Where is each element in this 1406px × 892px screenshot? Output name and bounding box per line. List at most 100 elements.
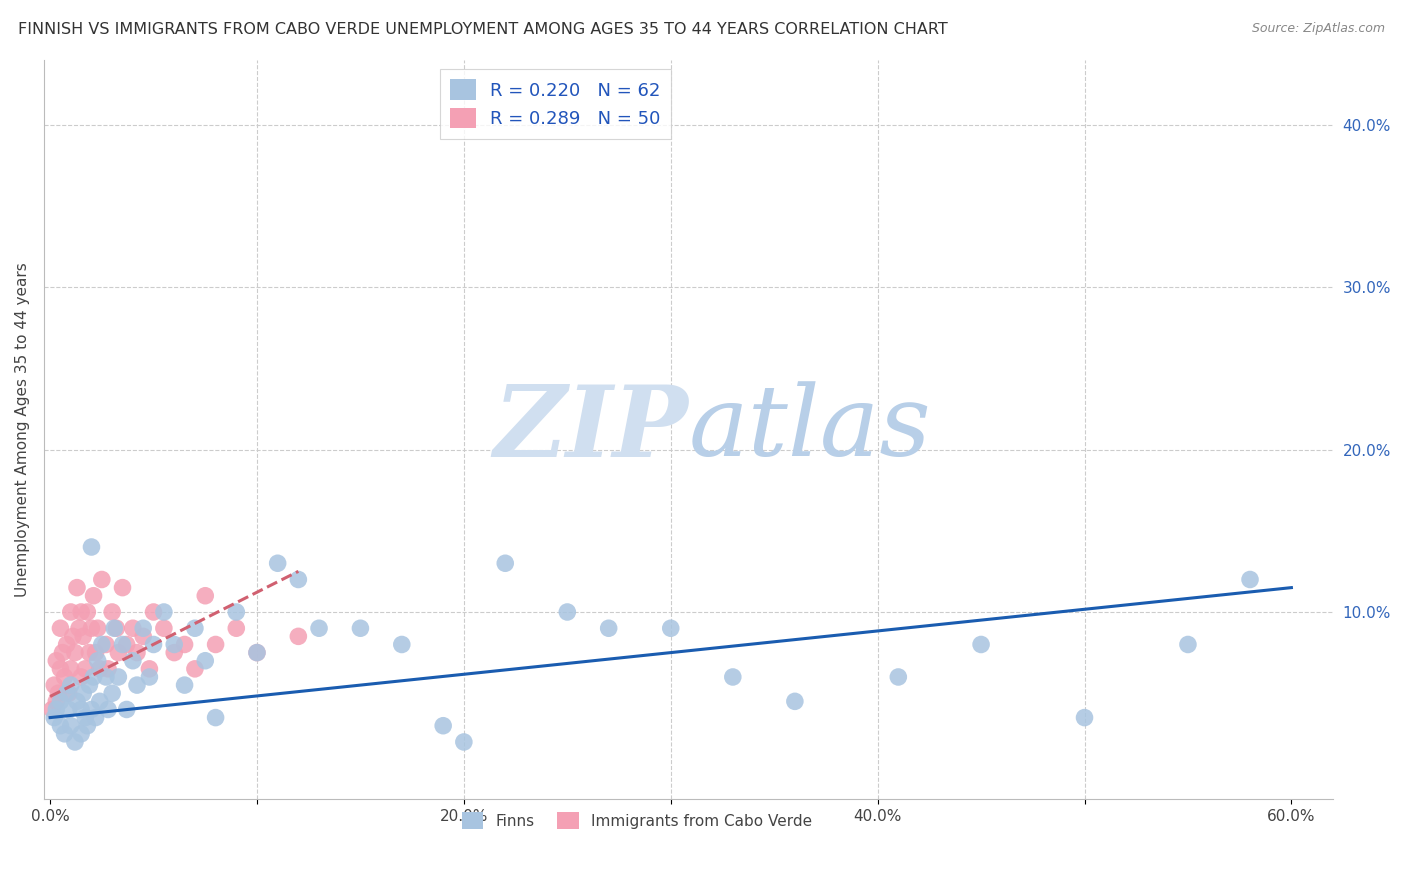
Point: [107, 646, 129, 660]
Point: [59, 719, 82, 733]
Point: [153, 605, 176, 619]
Point: [49, 694, 72, 708]
Point: [75, 710, 97, 724]
Point: [44, 678, 66, 692]
Point: [53, 727, 76, 741]
Point: [125, 646, 148, 660]
Point: [45, 654, 67, 668]
Point: [121, 654, 143, 668]
Point: [132, 629, 155, 643]
Point: [90, 638, 112, 652]
Point: [163, 638, 186, 652]
Point: [163, 646, 186, 660]
Point: [105, 621, 128, 635]
Point: [555, 605, 578, 619]
Point: [80, 540, 103, 554]
Point: [72, 629, 94, 643]
Point: [79, 646, 101, 660]
Point: [70, 702, 93, 716]
Point: [70, 605, 93, 619]
Point: [97, 702, 120, 716]
Point: [115, 638, 138, 652]
Point: [70, 670, 93, 684]
Point: [49, 719, 72, 733]
Point: [721, 670, 744, 684]
Point: [67, 621, 90, 635]
Point: [55, 638, 77, 652]
Point: [598, 621, 620, 635]
Point: [51, 646, 73, 660]
Point: [970, 638, 993, 652]
Point: [111, 638, 134, 652]
Point: [86, 654, 108, 668]
Point: [138, 662, 160, 676]
Point: [173, 678, 195, 692]
Point: [107, 670, 129, 684]
Point: [75, 662, 97, 676]
Point: [142, 638, 165, 652]
Point: [887, 670, 910, 684]
Point: [101, 605, 124, 619]
Point: [90, 573, 112, 587]
Point: [66, 581, 89, 595]
Point: [246, 646, 269, 660]
Point: [80, 621, 103, 635]
Point: [225, 621, 247, 635]
Point: [84, 646, 107, 660]
Point: [76, 719, 98, 733]
Point: [101, 686, 124, 700]
Point: [83, 589, 105, 603]
Point: [349, 621, 371, 635]
Point: [59, 605, 82, 619]
Point: [391, 638, 413, 652]
Point: [72, 686, 94, 700]
Text: ZIP: ZIP: [494, 381, 689, 477]
Point: [132, 621, 155, 635]
Point: [103, 621, 125, 635]
Point: [55, 686, 77, 700]
Point: [45, 694, 67, 708]
Point: [1177, 638, 1199, 652]
Point: [121, 621, 143, 635]
Point: [97, 662, 120, 676]
Point: [59, 662, 82, 676]
Text: atlas: atlas: [689, 382, 931, 477]
Point: [70, 727, 93, 741]
Point: [89, 694, 111, 708]
Point: [1073, 710, 1095, 724]
Point: [246, 646, 269, 660]
Point: [66, 694, 89, 708]
Point: [173, 638, 195, 652]
Point: [58, 702, 80, 716]
Point: [79, 678, 101, 692]
Point: [80, 702, 103, 716]
Point: [659, 621, 682, 635]
Point: [53, 670, 76, 684]
Point: [115, 702, 138, 716]
Point: [44, 710, 66, 724]
Point: [59, 678, 82, 692]
Point: [62, 629, 84, 643]
Point: [204, 638, 226, 652]
Point: [494, 556, 516, 570]
Point: [125, 678, 148, 692]
Point: [89, 662, 111, 676]
Point: [194, 654, 217, 668]
Point: [111, 581, 134, 595]
Point: [49, 621, 72, 635]
Point: [266, 556, 288, 570]
Point: [287, 629, 309, 643]
Point: [1239, 573, 1261, 587]
Point: [783, 694, 806, 708]
Point: [308, 621, 330, 635]
Text: FINNISH VS IMMIGRANTS FROM CABO VERDE UNEMPLOYMENT AMONG AGES 35 TO 44 YEARS COR: FINNISH VS IMMIGRANTS FROM CABO VERDE UN…: [18, 22, 948, 37]
Point: [153, 621, 176, 635]
Point: [63, 735, 86, 749]
Point: [184, 662, 207, 676]
Point: [142, 605, 165, 619]
Y-axis label: Unemployment Among Ages 35 to 44 years: Unemployment Among Ages 35 to 44 years: [15, 262, 30, 597]
Point: [138, 670, 160, 684]
Point: [194, 589, 217, 603]
Point: [83, 670, 105, 684]
Point: [48, 686, 70, 700]
